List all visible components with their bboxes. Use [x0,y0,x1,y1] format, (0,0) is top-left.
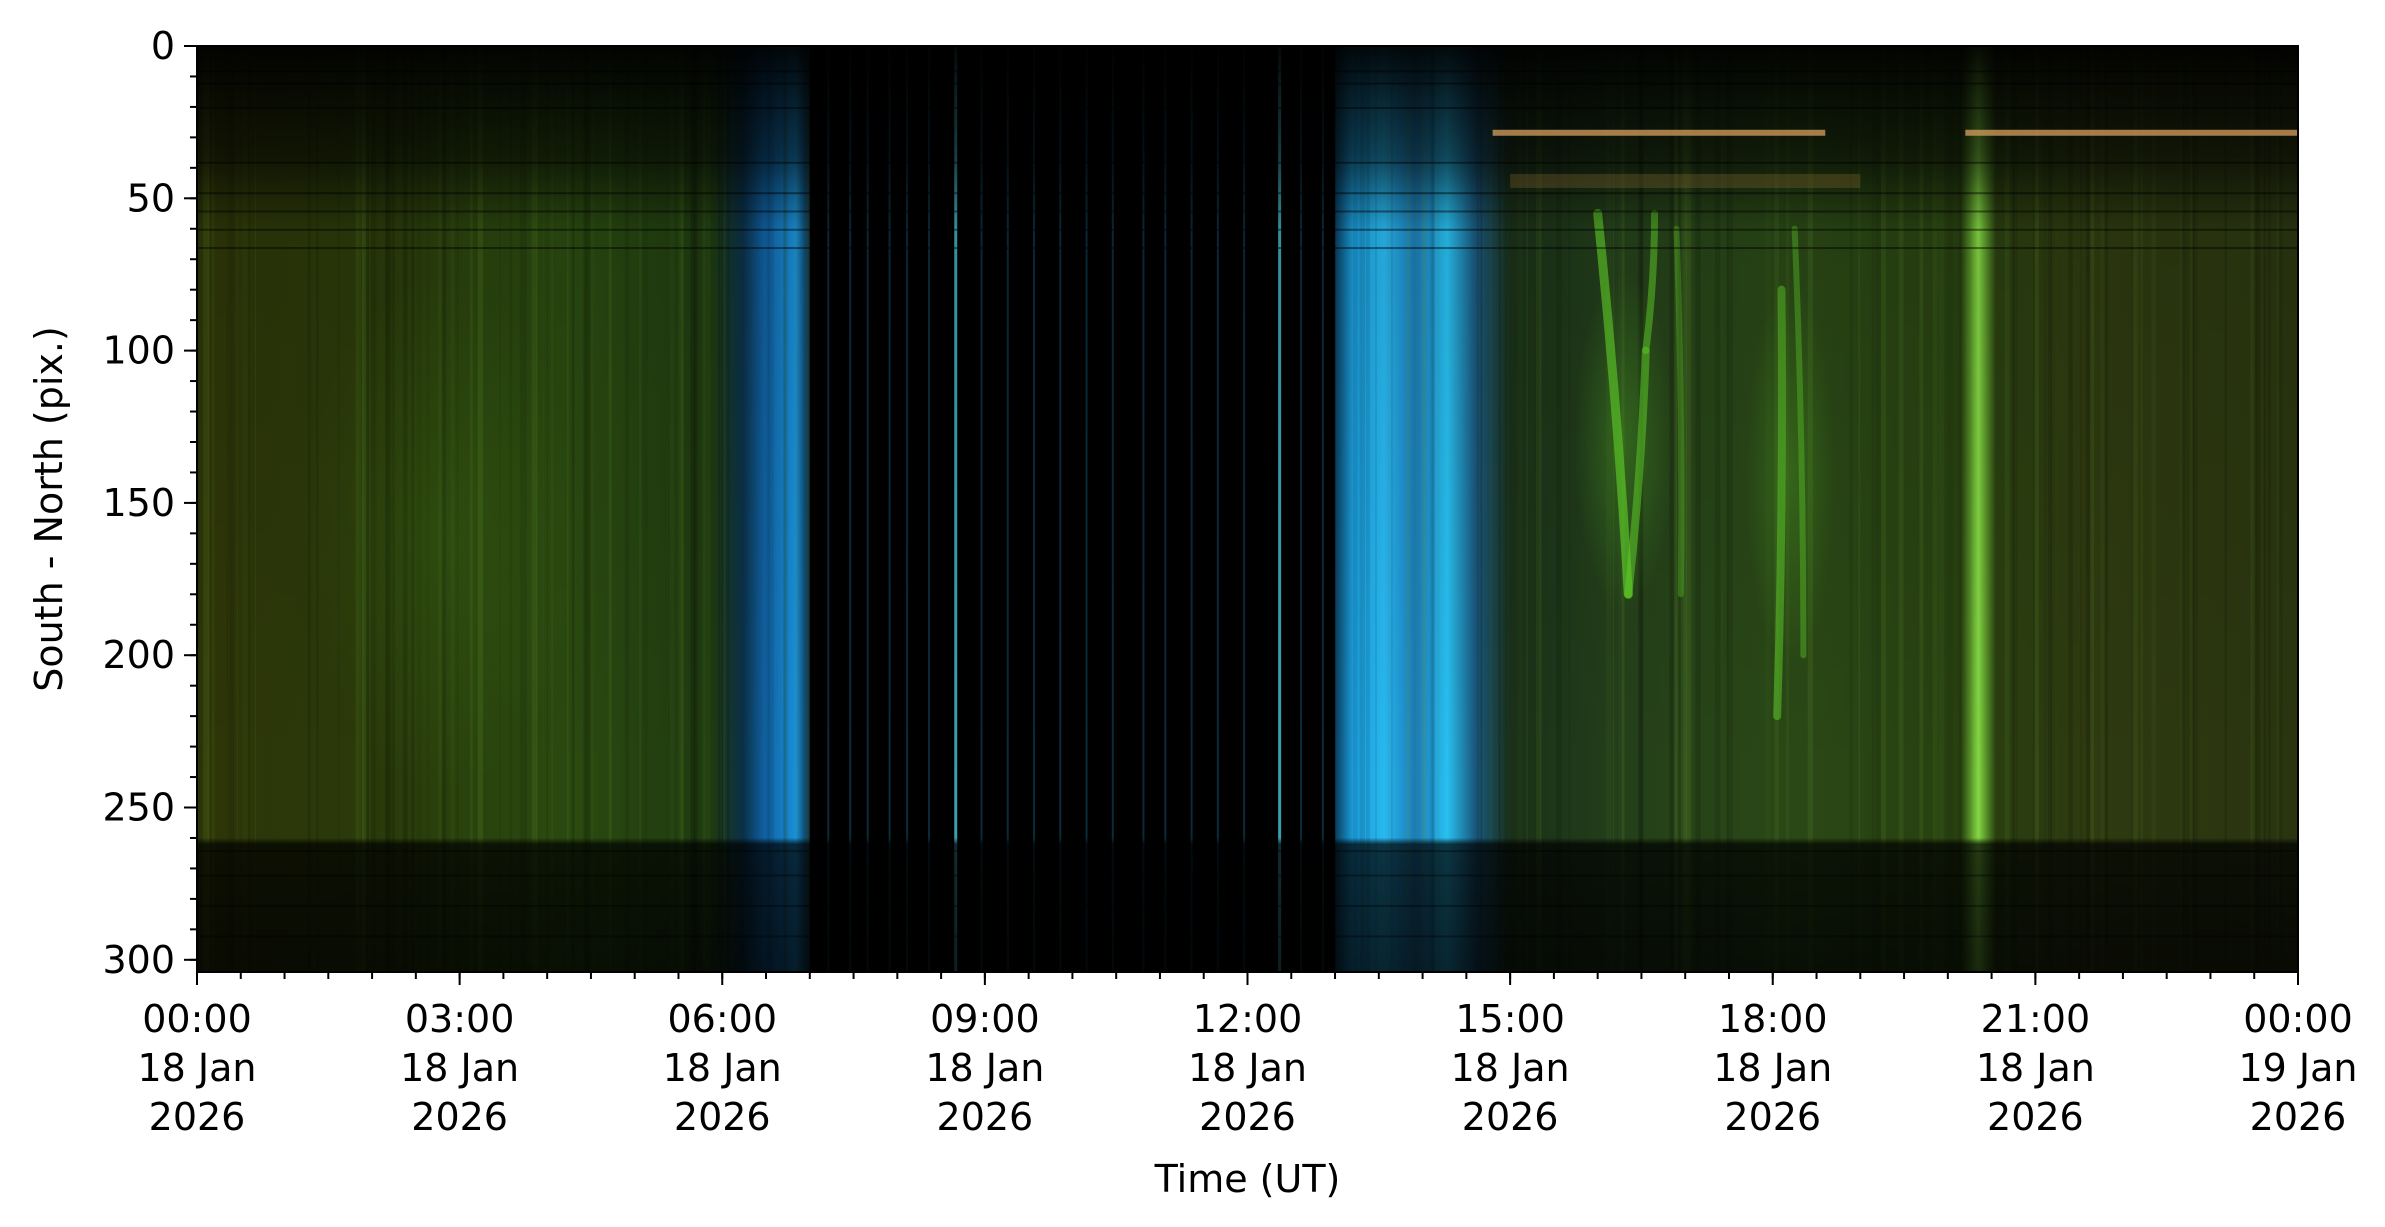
x-axis-title: Time (UT) [1154,1157,1341,1201]
keogram-image [197,46,2298,972]
y-tick-label: 300 [102,938,175,982]
orange-streak [1492,129,2298,188]
x-tick-label: 00:00 18 Jan 2026 [137,997,256,1139]
x-tick-label: 18:00 18 Jan 2026 [1713,997,1832,1139]
x-axis: 00:00 18 Jan 2026 03:00 18 Jan 2026 06:00 18 Ja… [137,972,2358,1139]
x-tick-label: 06:00 18 Jan 2026 [663,997,782,1139]
x-tick-label: 00:00 19 Jan 2026 [2238,997,2357,1139]
horizon-lines [197,70,2298,938]
x-tick-label: 21:00 18 Jan 2026 [1976,997,2095,1139]
y-tick-label: 200 [102,633,175,677]
y-tick-label: 150 [102,481,175,525]
y-tick-label: 250 [102,786,175,830]
y-tick-label: 0 [151,24,175,68]
x-tick-label: 12:00 18 Jan 2026 [1188,997,1307,1139]
edge-shading [197,46,2298,972]
y-axis: 0 50 100 150 200 250 300 [102,24,197,982]
y-axis-title: South - North (pix.) [27,326,71,692]
y-tick-label: 50 [127,176,175,220]
y-tick-label: 100 [102,329,175,373]
x-tick-label: 09:00 18 Jan 2026 [925,997,1044,1139]
x-tick-label: 15:00 18 Jan 2026 [1451,997,1570,1139]
x-tick-label: 03:00 18 Jan 2026 [400,997,519,1139]
